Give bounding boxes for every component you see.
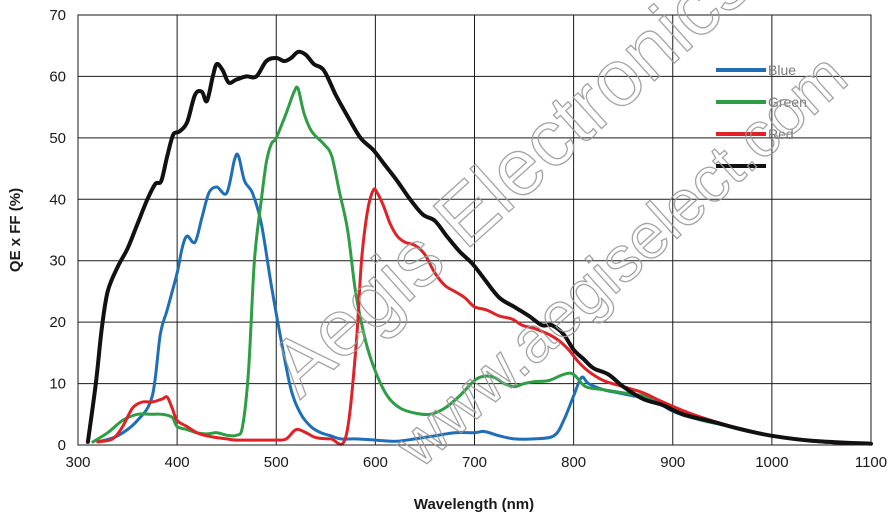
y-tick-label: 20 xyxy=(49,314,66,331)
y-tick-label: 60 xyxy=(49,68,66,85)
legend-label-red: Red xyxy=(768,126,794,142)
x-tick-label: 800 xyxy=(561,454,586,471)
x-tick-label: 1000 xyxy=(755,454,788,471)
x-tick-label: 1100 xyxy=(855,454,887,471)
x-axis-title: Wavelength (nm) xyxy=(414,496,534,513)
y-tick-label: 10 xyxy=(49,376,66,393)
series-line-black xyxy=(85,49,873,446)
legend: Blue Green Red xyxy=(716,62,807,168)
x-tick-label: 400 xyxy=(165,454,190,471)
series-line-red xyxy=(96,187,873,446)
y-tick-label: 0 xyxy=(58,437,66,454)
x-tick-label: 700 xyxy=(462,454,487,471)
plot-frame xyxy=(77,14,872,446)
y-tick-label: 70 xyxy=(49,7,66,24)
y-tick-label: 40 xyxy=(49,191,66,208)
legend-label-green: Green xyxy=(768,94,807,110)
y-tick-label: 50 xyxy=(49,130,66,147)
y-tick-label: 30 xyxy=(49,253,66,270)
tick-labels: 300 400 500 600 700 800 900 1000 1100 0 10 20 30 40 50… xyxy=(49,7,887,471)
x-tick-label: 900 xyxy=(660,454,685,471)
y-axis-title: QE x FF (%) xyxy=(7,188,24,272)
legend-label-blue: Blue xyxy=(768,62,796,78)
x-tick-label: 300 xyxy=(65,454,90,471)
series-layer xyxy=(85,49,873,446)
x-tick-label: 500 xyxy=(264,454,289,471)
x-tick-label: 600 xyxy=(363,454,388,471)
